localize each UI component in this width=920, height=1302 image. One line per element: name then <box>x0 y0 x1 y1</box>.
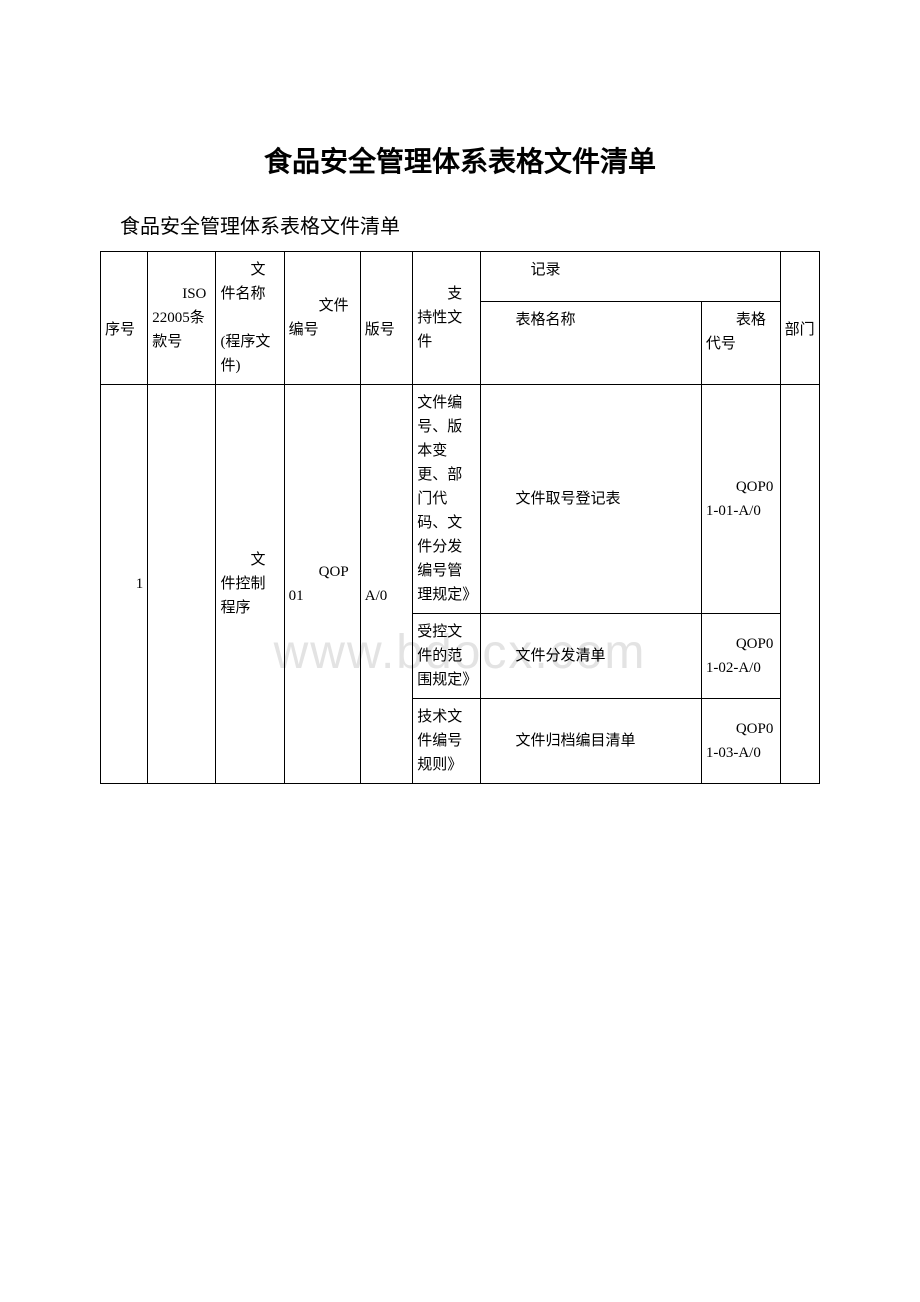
cell-seq: 1 <box>101 385 148 784</box>
col-docname: 文件名称(程序文件) <box>216 252 284 385</box>
page-subtitle: 食品安全管理体系表格文件清单 <box>100 210 820 239</box>
col-iso: ISO22005条款号 <box>148 252 216 385</box>
cell-support-1: 文件编号、版本变更、部门代码、文件分发编号管理规定》 <box>413 385 481 614</box>
document-table: 序号 ISO22005条款号 文件名称(程序文件) 文件编号 版号 支持性文件 … <box>100 251 820 784</box>
col-formname: 表格名称 <box>481 302 701 385</box>
cell-formname-3: 文件归档编目清单 <box>481 699 701 784</box>
cell-support-2: 受控文件的范围规定》 <box>413 614 481 699</box>
col-dept: 部门 <box>780 252 819 385</box>
cell-iso <box>148 385 216 784</box>
cell-docname: 文件控制程序 <box>216 385 284 784</box>
col-support: 支持性文件 <box>413 252 481 385</box>
cell-formcode-2: QOP01-02-A/0 <box>701 614 780 699</box>
page-title: 食品安全管理体系表格文件清单 <box>100 140 820 180</box>
table-row: 1 文件控制程序 QOP01 A/0 文件编号、版本变更、部门代码、文件分发编号… <box>101 385 820 614</box>
cell-docnum: QOP01 <box>284 385 360 784</box>
cell-formcode-3: QOP01-03-A/0 <box>701 699 780 784</box>
cell-formcode-1: QOP01-01-A/0 <box>701 385 780 614</box>
cell-formname-1: 文件取号登记表 <box>481 385 701 614</box>
cell-support-3: 技术文件编号规则》 <box>413 699 481 784</box>
col-record: 记录 <box>481 252 780 302</box>
cell-dept <box>780 385 819 784</box>
cell-version: A/0 <box>360 385 412 784</box>
cell-formname-2: 文件分发清单 <box>481 614 701 699</box>
col-formcode: 表格代号 <box>701 302 780 385</box>
table-header-row-1: 序号 ISO22005条款号 文件名称(程序文件) 文件编号 版号 支持性文件 … <box>101 252 820 302</box>
col-seq: 序号 <box>101 252 148 385</box>
col-docnum: 文件编号 <box>284 252 360 385</box>
col-version: 版号 <box>360 252 412 385</box>
